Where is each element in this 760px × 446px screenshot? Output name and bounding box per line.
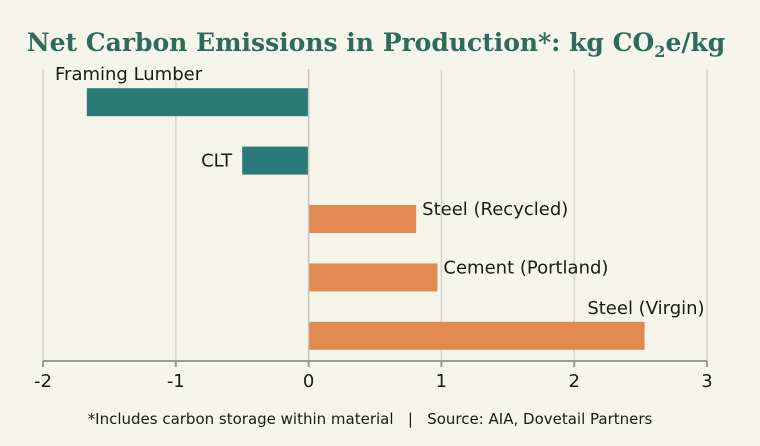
bars: [86, 88, 645, 350]
bar-labels: Framing Lumber CLT Steel (Recycled) Cement …: [55, 64, 705, 319]
bar-0: [86, 88, 309, 117]
x-tick-label-1: -1: [167, 371, 185, 392]
bar-2: [308, 205, 417, 233]
bar-4: [308, 321, 645, 350]
x-tick-label-3: 1: [436, 371, 447, 392]
bar-label-2: Steel (Recycled): [422, 199, 568, 220]
chart-title: Net Carbon Emissions in Production*: kg …: [27, 28, 726, 61]
x-tick-label-5: 3: [701, 371, 712, 392]
bar-label-4: Steel (Virgin): [587, 298, 704, 319]
x-tick-label-0: -2: [34, 371, 52, 392]
x-tick-label-4: 2: [568, 371, 579, 392]
x-tick-label-2: 0: [303, 371, 314, 392]
bar-label-3: Cement (Portland): [443, 257, 608, 278]
footnote: *Includes carbon storage within material…: [88, 410, 653, 428]
bar-label-1: CLT: [201, 151, 233, 172]
bar-3: [308, 263, 438, 292]
bar-label-0: Framing Lumber: [55, 64, 203, 85]
bar-1: [242, 146, 309, 175]
x-axis: -2 -1 0 1 2 3: [34, 69, 713, 392]
